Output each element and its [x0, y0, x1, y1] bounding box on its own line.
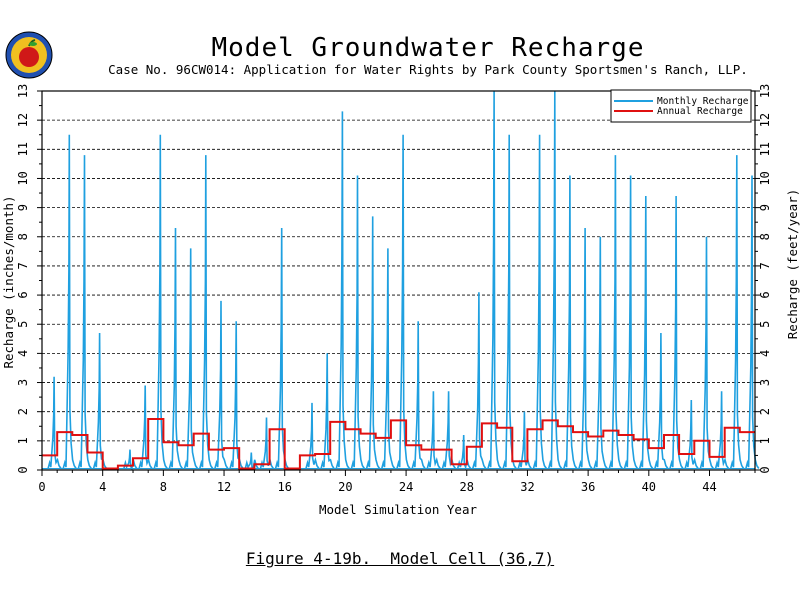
- monthly-recharge-peak: [77, 155, 92, 469]
- annual-recharge-series: [42, 418, 755, 470]
- y-tick-label-right: 13: [758, 84, 772, 98]
- y-tick-label-right: 10: [758, 171, 772, 185]
- y-tick-label-left: 2: [16, 408, 30, 415]
- y-tick-label-right: 9: [758, 204, 772, 211]
- seal-logo-icon: [4, 30, 54, 84]
- x-tick-label: 20: [338, 480, 352, 494]
- monthly-recharge-peak: [62, 134, 77, 469]
- y-tick-label-left: 6: [16, 291, 30, 298]
- x-axis-label: Model Simulation Year: [319, 502, 478, 517]
- monthly-recharge-peak: [335, 111, 350, 469]
- monthly-recharge-peak: [638, 195, 654, 469]
- y-tick-label-left: 8: [16, 233, 30, 240]
- x-tick-label: 4: [99, 480, 106, 494]
- y-tick-label-left: 9: [16, 204, 30, 211]
- monthly-recharge-peak: [350, 175, 366, 469]
- y-tick-label-right: 11: [758, 142, 772, 156]
- monthly-recharge-peak: [396, 134, 411, 469]
- monthly-recharge-peak: [608, 155, 623, 469]
- x-tick-label: 16: [277, 480, 291, 494]
- grid-layer: [42, 90, 755, 442]
- monthly-recharge-peak: [729, 155, 745, 469]
- figure-caption: Figure 4-19b. Model Cell (36,7): [0, 549, 800, 568]
- y-tick-label-left: 1: [16, 437, 30, 444]
- monthly-recharge-peak: [654, 332, 669, 469]
- monthly-recharge-peak: [199, 155, 214, 469]
- monthly-recharge-peak: [714, 391, 730, 469]
- y-tick-label-right: 7: [758, 262, 772, 269]
- monthly-recharge-peak: [381, 248, 396, 469]
- plot-frame: [41, 90, 756, 471]
- y-axis-label-left: Recharge (inches/month): [1, 195, 16, 368]
- y-tick-label-left: 11: [16, 142, 30, 156]
- x-tick-label: 36: [581, 480, 595, 494]
- y-tick-label-right: 1: [758, 437, 772, 444]
- y-tick-label-left: 12: [16, 113, 30, 127]
- y-tick-label-left: 3: [16, 379, 30, 386]
- legend: Monthly Recharge Annual Recharge: [610, 89, 752, 123]
- monthly-recharge-peak: [229, 321, 244, 469]
- x-tick-label: 44: [702, 480, 716, 494]
- y-tick-label-right: 4: [758, 350, 772, 357]
- y-tick-label-left: 5: [16, 321, 30, 328]
- monthly-recharge-peak: [593, 236, 608, 469]
- chart-subtitle: Case No. 96CW014: Application for Water …: [108, 62, 748, 77]
- monthly-recharge-peak: [699, 236, 714, 469]
- y-tick-label-left: 10: [16, 171, 30, 185]
- x-tick-label: 0: [38, 480, 45, 494]
- monthly-recharge-peak: [532, 134, 548, 469]
- monthly-recharge-peak: [623, 175, 639, 469]
- x-tick-label: 28: [460, 480, 474, 494]
- annual-recharge-line: [42, 418, 755, 470]
- monthly-recharge-peak: [259, 417, 274, 469]
- y-tick-label-right: 12: [758, 113, 772, 127]
- monthly-recharge-peak: [472, 292, 487, 469]
- monthly-recharge-peak: [153, 134, 168, 469]
- y-axis-label-right: Recharge (feet/year): [785, 189, 800, 340]
- x-tick-label: 40: [642, 480, 656, 494]
- monthly-recharge-peak: [502, 134, 517, 469]
- y-tick-label-left: 13: [16, 84, 30, 98]
- legend-monthly-label: Monthly Recharge: [657, 96, 749, 107]
- monthly-recharge-peak: [183, 248, 199, 469]
- monthly-recharge-peak: [320, 353, 335, 469]
- y-tick-label-right: 2: [758, 408, 772, 415]
- x-tick-label: 32: [520, 480, 534, 494]
- y-tick-label-right: 6: [758, 291, 772, 298]
- monthly-recharge-peak: [426, 391, 441, 469]
- monthly-recharge-peak: [214, 300, 229, 469]
- monthly-recharge-peak: [365, 216, 381, 469]
- y-tick-label-right: 3: [758, 379, 772, 386]
- x-tick-label: 12: [217, 480, 231, 494]
- legend-box: [610, 89, 752, 123]
- monthly-recharge-peak: [244, 452, 259, 471]
- y-tick-label-left: 7: [16, 262, 30, 269]
- monthly-recharge-peak: [138, 385, 153, 469]
- monthly-recharge-peak: [517, 411, 532, 469]
- monthly-recharge-peak: [669, 195, 684, 469]
- y-tick-label-left: 0: [16, 466, 30, 473]
- monthly-recharge-peak: [274, 227, 290, 469]
- monthly-recharge-peak: [684, 399, 699, 469]
- monthly-recharge-peak: [168, 227, 183, 469]
- x-tick-label: 8: [160, 480, 167, 494]
- y-tick-label-right: 5: [758, 321, 772, 328]
- chart-title: Model Groundwater Recharge: [212, 33, 645, 63]
- monthly-recharge-peak: [563, 175, 578, 469]
- y-tick-label-left: 4: [16, 350, 30, 357]
- monthly-recharge-peak: [745, 175, 760, 469]
- legend-annual-label: Annual Recharge: [657, 106, 743, 117]
- y-tick-label-right: 0: [758, 466, 772, 473]
- monthly-recharge-peak: [578, 227, 593, 469]
- y-tick-label-right: 8: [758, 233, 772, 240]
- figure-caption-text: Figure 4-19b. Model Cell (36,7): [245, 549, 555, 568]
- monthly-recharge-peak: [411, 321, 426, 469]
- monthly-recharge-peak: [47, 376, 62, 469]
- monthly-recharge-peak: [441, 391, 457, 469]
- x-tick-label: 24: [399, 480, 413, 494]
- monthly-recharge-peak: [305, 402, 320, 469]
